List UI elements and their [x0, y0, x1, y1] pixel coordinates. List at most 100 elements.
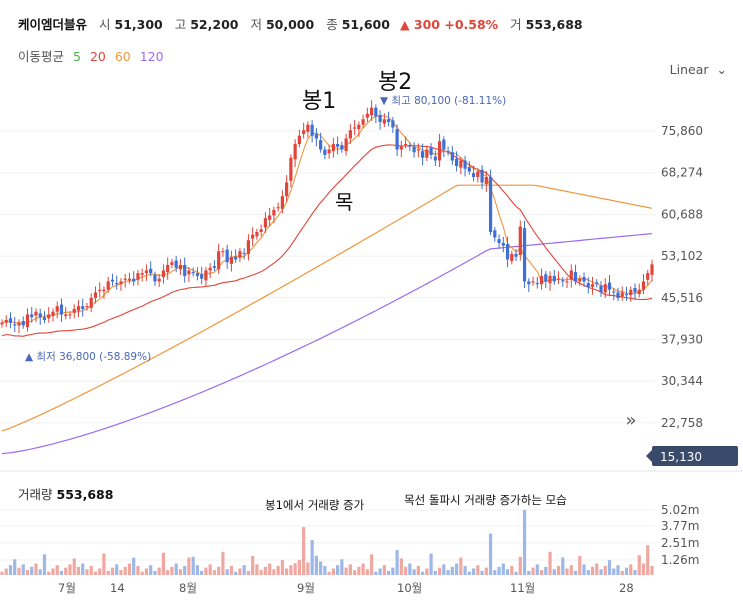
volume-label-value: 553,688	[56, 487, 114, 502]
volume-bar	[55, 565, 59, 575]
volume-bar	[110, 567, 115, 575]
candle-body	[416, 149, 420, 151]
ma-5[interactable]: 5	[73, 49, 81, 64]
volume-bar	[200, 570, 204, 575]
candle-body	[310, 124, 314, 136]
candle-body	[140, 273, 144, 275]
candle-body	[370, 107, 374, 116]
ma-60[interactable]: 60	[114, 49, 131, 64]
volume-bar	[484, 567, 488, 575]
volume-bar	[561, 557, 565, 575]
volume-bar	[331, 568, 335, 575]
volume-bar	[535, 564, 539, 575]
volume-bar	[34, 563, 38, 575]
volume-bar	[595, 563, 599, 575]
current-price-value: 15,130	[660, 450, 702, 464]
volume-axis-label: 5.02m	[661, 503, 699, 517]
current-price-tag	[652, 446, 738, 466]
candle-body	[42, 317, 47, 320]
candle-body	[102, 289, 106, 292]
volume-bar	[382, 565, 386, 575]
volume-bar	[370, 554, 374, 575]
candle-body	[157, 278, 161, 282]
price-axis-label: 22,758	[661, 416, 703, 430]
candle-body	[153, 274, 157, 282]
volume-bar	[8, 565, 13, 575]
candle-body	[353, 127, 357, 129]
volume-bar	[573, 570, 578, 575]
volume-bar	[280, 560, 284, 575]
volume-bar	[348, 564, 352, 575]
volume-bar	[98, 568, 102, 575]
volume-bar	[378, 568, 382, 575]
volume-bar	[624, 567, 629, 575]
candle-body	[590, 284, 595, 287]
candle-body	[510, 253, 514, 262]
volume-bar	[510, 565, 514, 575]
volume-bar	[353, 570, 357, 575]
volume-bar	[344, 567, 348, 575]
neck-annotation: 목	[335, 190, 354, 214]
candle-body	[437, 141, 442, 161]
candle-body	[493, 230, 497, 238]
volume-bar	[629, 564, 633, 575]
candle-body	[285, 182, 289, 197]
volume-bar	[30, 566, 34, 575]
scale-dropdown[interactable]: Linear ⌄	[670, 62, 727, 77]
candle-body	[336, 143, 340, 147]
volume-bar	[552, 569, 556, 575]
volume-bar	[531, 567, 535, 575]
volume-bar	[420, 571, 425, 575]
ma-20[interactable]: 20	[89, 49, 106, 64]
candle-body	[297, 135, 301, 144]
moving-average-label: 이동평균	[18, 49, 65, 64]
volume-bar	[149, 565, 153, 575]
candle-body	[476, 171, 480, 177]
candle-body	[13, 324, 17, 326]
ma-120[interactable]: 120	[139, 49, 164, 64]
volume-bar	[106, 570, 110, 575]
candle-body	[323, 149, 327, 155]
volume-bar	[187, 557, 191, 575]
candle-body	[624, 294, 629, 296]
candle-body	[612, 291, 616, 293]
volume-note-1: 봉1에서 거래량 증가	[265, 498, 365, 512]
candle-body	[21, 321, 25, 326]
volume-bar	[569, 565, 573, 575]
volume-bar	[153, 570, 157, 575]
candle-body	[251, 234, 255, 239]
volume-bar	[357, 566, 361, 575]
volume-bar	[505, 569, 510, 575]
candle-body	[268, 215, 272, 220]
candle-body	[47, 314, 51, 319]
candle-body	[280, 196, 284, 209]
x-axis-label: 9월	[297, 581, 315, 595]
head1-annotation: 봉1	[302, 89, 337, 114]
candle-body	[569, 270, 573, 280]
volume-bar	[21, 564, 25, 575]
volume-bar	[293, 563, 297, 575]
candle-body	[314, 134, 318, 139]
volume-bar	[81, 563, 85, 575]
volume-bar	[204, 567, 208, 575]
candle-body	[64, 314, 68, 317]
chevron-down-icon: ⌄	[716, 62, 727, 77]
moving-average-legend[interactable]: 이동평균 5 20 60 120	[18, 46, 164, 65]
candle-body	[357, 124, 361, 130]
close-label: 종	[326, 17, 338, 32]
candle-body	[178, 264, 183, 270]
candle-body	[374, 107, 378, 117]
candle-body	[565, 281, 569, 283]
volume-bar	[157, 567, 161, 575]
candle-body	[51, 311, 55, 317]
close-value: 51,600	[341, 17, 390, 32]
volume-bar	[102, 553, 106, 575]
volume-bar	[408, 563, 412, 575]
expand-icon[interactable]: »	[625, 410, 637, 431]
candle-body	[463, 160, 467, 169]
volume-bar	[306, 562, 310, 575]
candle-body	[212, 266, 217, 268]
candle-body	[229, 256, 234, 264]
candle-body	[561, 280, 565, 282]
